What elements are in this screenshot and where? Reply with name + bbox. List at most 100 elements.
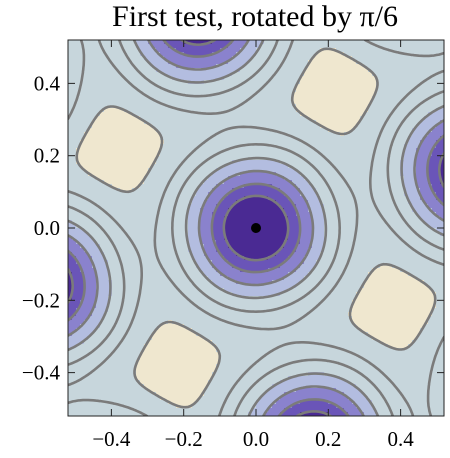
contour-cell <box>76 284 81 289</box>
contour-cell <box>212 324 217 329</box>
contour-cell <box>84 204 89 209</box>
contour-cell <box>92 324 97 329</box>
contour-cell <box>172 152 177 157</box>
contour-cell <box>88 368 93 373</box>
contour-cell <box>276 388 281 393</box>
contour-cell <box>84 200 89 205</box>
contour-cell <box>208 344 213 349</box>
contour-cell <box>68 256 73 261</box>
contour-cell <box>76 84 81 89</box>
contour-cell <box>164 208 169 213</box>
contour-cell <box>168 112 173 117</box>
contour-cell <box>164 268 169 273</box>
contour-cell <box>224 104 229 109</box>
contour-cell <box>176 188 181 193</box>
contour-cell <box>112 392 117 397</box>
contour-cell <box>96 160 101 165</box>
contour-cell <box>168 352 173 357</box>
contour-cell <box>136 40 141 45</box>
contour-cell <box>144 280 149 285</box>
contour-cell <box>228 164 233 169</box>
contour-cell <box>232 268 237 273</box>
contour-cell <box>180 384 185 389</box>
contour-cell <box>176 56 181 61</box>
contour-cell <box>228 372 233 377</box>
contour-cell <box>272 108 277 113</box>
contour-cell <box>244 340 249 345</box>
contour-cell <box>268 284 273 289</box>
contour-cell <box>224 284 229 289</box>
contour-cell <box>192 364 197 369</box>
contour-cell <box>132 136 137 141</box>
contour-cell <box>276 192 281 197</box>
contour-cell <box>92 148 97 153</box>
contour-cell <box>184 76 189 81</box>
contour-cell <box>140 320 145 325</box>
contour-cell <box>160 312 165 317</box>
contour-cell <box>92 168 97 173</box>
contour-cell <box>216 180 221 185</box>
contour-cell <box>116 172 121 177</box>
contour-cell <box>140 252 145 257</box>
contour-cell <box>116 72 121 77</box>
contour-cell <box>212 228 217 233</box>
contour-cell <box>168 340 173 345</box>
contour-cell <box>108 336 113 341</box>
contour-cell <box>128 352 133 357</box>
contour-cell <box>96 408 101 413</box>
contour-cell <box>80 128 85 133</box>
contour-cell <box>168 108 173 113</box>
contour-cell <box>100 188 105 193</box>
contour-cell <box>160 280 165 285</box>
contour-cell <box>112 264 117 269</box>
contour-cell <box>96 108 101 113</box>
contour-cell <box>148 412 153 416</box>
contour-cell <box>204 76 209 81</box>
contour-cell <box>276 332 281 337</box>
contour-cell <box>132 388 137 393</box>
contour-cell <box>212 364 217 369</box>
contour-cell <box>164 160 169 165</box>
contour-cell <box>180 252 185 257</box>
contour-cell <box>96 140 101 145</box>
contour-cell <box>240 76 245 81</box>
contour-cell <box>168 268 173 273</box>
contour-cell <box>244 144 249 149</box>
contour-cell <box>224 352 229 357</box>
contour-cell <box>192 92 197 97</box>
contour-cell <box>260 232 265 237</box>
contour-cell <box>80 364 85 369</box>
contour-cell <box>188 392 193 397</box>
contour-cell <box>116 364 121 369</box>
contour-cell <box>224 76 229 81</box>
contour-cell <box>68 128 73 133</box>
contour-cell <box>100 52 105 57</box>
contour-cell <box>256 220 261 225</box>
contour-cell <box>124 116 129 121</box>
contour-cell <box>224 372 229 377</box>
contour-cell <box>228 308 233 313</box>
contour-cell <box>180 288 185 293</box>
contour-cell <box>232 52 237 57</box>
contour-cell <box>128 304 133 309</box>
contour-cell <box>176 128 181 133</box>
contour-cell <box>88 48 93 53</box>
contour-cell <box>100 240 105 245</box>
contour-cell <box>132 52 137 57</box>
contour-cell <box>216 156 221 161</box>
contour-cell <box>84 140 89 145</box>
contour-cell <box>72 48 77 53</box>
contour-cell <box>140 336 145 341</box>
contour-cell <box>124 64 129 69</box>
contour-cell <box>268 388 273 393</box>
contour-cell <box>196 92 201 97</box>
contour-cell <box>152 212 157 217</box>
contour-cell <box>240 260 245 265</box>
contour-cell <box>80 164 85 169</box>
contour-cell <box>100 364 105 369</box>
contour-cell <box>124 320 129 325</box>
contour-cell <box>112 108 117 113</box>
contour-cell <box>240 84 245 89</box>
contour-cell <box>192 100 197 105</box>
contour-cell <box>120 352 125 357</box>
